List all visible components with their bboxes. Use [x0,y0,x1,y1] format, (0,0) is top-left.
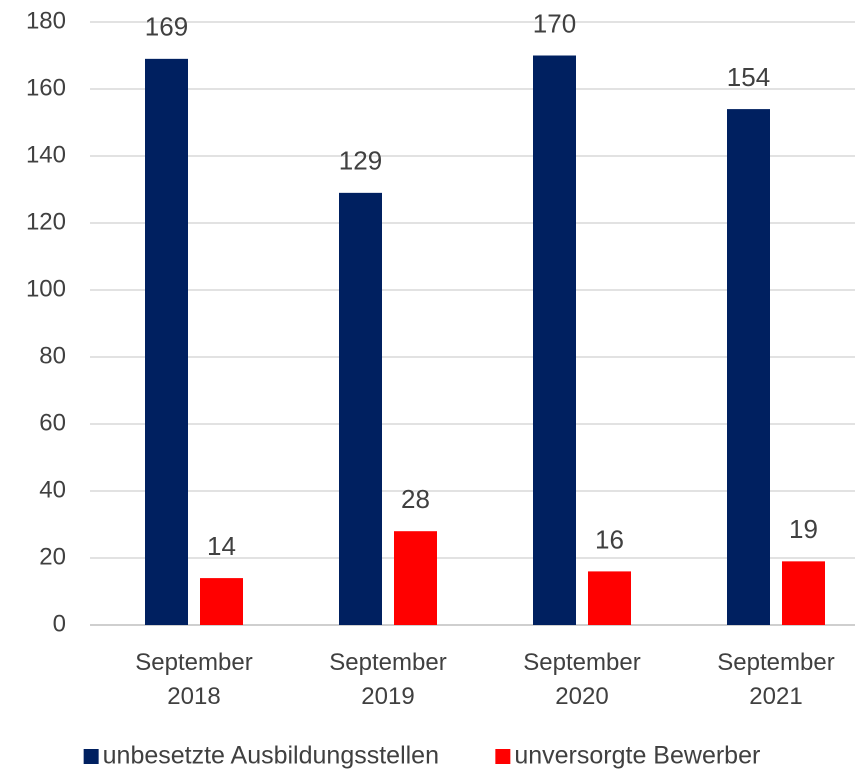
x-tick-label: September 2021 [717,649,834,710]
y-tick-label: 100 [26,275,66,302]
bar [145,58,188,626]
legend-swatch [495,749,511,764]
bar [200,578,243,625]
y-tick-label: 60 [39,409,66,436]
legend-swatch [83,749,99,764]
y-tick-label: 160 [26,74,66,101]
data-label: 154 [727,62,770,92]
data-label: 19 [789,514,818,544]
legend-label: unversorgte Bewerber [514,742,760,770]
x-tick-label: September 2019 [329,649,446,710]
y-tick-label: 80 [39,342,66,369]
y-tick-label: 140 [26,141,66,168]
x-tick-label: September 2018 [135,649,252,710]
data-label: 28 [401,484,430,514]
x-tick-label: September 2020 [523,649,640,710]
data-label: 16 [595,524,624,554]
y-tick-label: 40 [39,476,66,503]
y-tick-label: 120 [26,208,66,235]
bar [339,192,382,625]
data-label: 169 [145,12,188,42]
bar [394,531,437,625]
bar [727,109,770,626]
bar [533,55,576,625]
data-label: 129 [339,146,382,176]
legend-label: unbesetzte Ausbildungsstellen [103,742,439,770]
data-label: 170 [533,8,576,38]
y-tick-label: 0 [53,610,66,637]
bar [588,571,631,625]
y-tick-label: 20 [39,543,66,570]
bar [782,561,825,625]
y-tick-label: 180 [26,7,66,34]
data-label: 14 [207,531,236,561]
